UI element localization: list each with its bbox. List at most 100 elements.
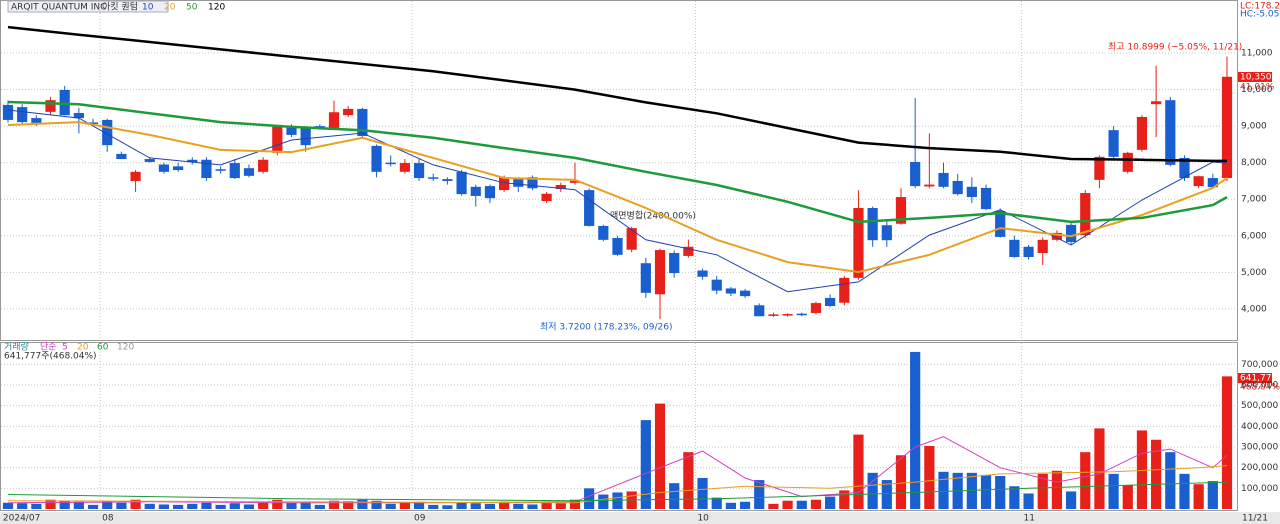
volume-bar	[215, 504, 226, 509]
candle-body	[810, 303, 822, 313]
volume-bar	[172, 504, 184, 509]
volume-bar	[328, 500, 340, 509]
event-annotation: 액면병합(2400.00%)	[610, 210, 696, 222]
ma-line	[7, 25, 1227, 163]
volume-bar	[413, 501, 425, 509]
candle-body	[258, 159, 269, 172]
volume-bar	[938, 471, 949, 509]
candle-body	[867, 208, 878, 241]
y-tick-label: 10,000	[1241, 85, 1273, 95]
volume-bar	[598, 494, 609, 509]
candle-body	[300, 126, 311, 146]
volume-bar	[1136, 430, 1148, 509]
candle-body	[399, 163, 410, 172]
volume-bar	[158, 504, 170, 509]
ma-line	[7, 109, 1228, 293]
volume-ma-title: 단순	[40, 342, 57, 353]
volume-bar	[1037, 473, 1048, 509]
y-tick-label: 9,000	[1241, 122, 1267, 132]
volume-bar	[796, 500, 807, 509]
volume-change: 468.04%	[1240, 383, 1280, 393]
candle-body	[328, 112, 340, 128]
volume-ma-line	[7, 481, 1228, 502]
volume-bar	[300, 501, 311, 509]
candle-body	[201, 159, 212, 179]
y-tick-label: 8,000	[1241, 158, 1267, 168]
candle-body	[413, 163, 425, 179]
volume-bar	[810, 499, 822, 509]
chart-subtitle: 아킷 퀀텀	[102, 1, 138, 13]
volume-bar	[470, 503, 481, 509]
volume-bar	[1165, 452, 1176, 509]
volume-bar	[499, 501, 510, 509]
candle-body	[626, 228, 637, 250]
candle-body	[116, 153, 127, 160]
legend-entry: 10	[142, 3, 154, 13]
candle-body	[1193, 176, 1204, 187]
volume-bar	[45, 499, 56, 509]
volume-legend-entry: 60	[97, 343, 109, 353]
candle-body	[102, 119, 113, 146]
candle-body	[669, 252, 680, 274]
candle-body	[499, 177, 510, 191]
volume-bar	[612, 492, 623, 509]
candle-body	[215, 169, 226, 171]
volume-bar	[1080, 452, 1091, 509]
candle-body	[286, 126, 297, 135]
candle-body	[1165, 100, 1176, 165]
volume-bar	[711, 497, 722, 509]
volume-bar	[442, 505, 453, 509]
volume-bar	[2, 502, 14, 509]
candle-body	[881, 225, 892, 241]
volume-bar	[867, 472, 878, 509]
candle-body	[910, 161, 921, 187]
volume-bar	[1009, 486, 1020, 509]
candle-body	[555, 184, 566, 190]
candle-body	[343, 108, 354, 116]
volume-legend-entry: 20	[77, 343, 89, 353]
volume-bar	[399, 502, 410, 509]
candle-body	[541, 193, 552, 202]
candle-body	[1207, 178, 1218, 188]
candle-body	[952, 180, 963, 195]
candle-body	[456, 171, 467, 195]
volume-bar	[1108, 473, 1119, 509]
candle-body	[428, 177, 439, 179]
volume-bar	[371, 500, 382, 509]
volume-box	[1238, 373, 1272, 383]
candle-body	[484, 186, 496, 199]
volume-bar	[272, 499, 283, 509]
x-tick-label: 10	[697, 514, 709, 524]
volume-bar	[484, 503, 496, 509]
volume-bar	[357, 499, 368, 509]
volume-bar	[555, 503, 566, 509]
hc-label: HC:-5.05	[1240, 10, 1279, 20]
volume-bar	[995, 475, 1006, 509]
x-tick-label: 09	[414, 514, 426, 524]
candle-body	[172, 166, 184, 170]
legend-entry: 120	[208, 3, 225, 13]
candle-body	[442, 179, 453, 181]
candle-body	[31, 118, 42, 123]
volume-bar	[640, 420, 651, 509]
volume-legend-entry: 120	[117, 343, 134, 353]
lc-label: LC:178.23	[1240, 2, 1280, 12]
volume-bar	[59, 500, 70, 509]
volume-bar	[839, 490, 850, 509]
low-annotation: 최저 3.7200 (178.23%, 09/26)	[540, 322, 673, 333]
candle-body	[754, 305, 765, 317]
volume-bar	[739, 501, 751, 509]
volume-ma-line	[7, 436, 1228, 504]
volume-bar	[1122, 485, 1133, 509]
candle-body	[187, 159, 198, 162]
candle-body	[1179, 157, 1190, 179]
candle-body	[144, 159, 155, 162]
candle-body	[158, 164, 170, 172]
candle-body	[1009, 239, 1020, 258]
candle-body	[697, 270, 708, 277]
volume-bar	[825, 496, 836, 509]
volume-box-label: 641,777	[1240, 374, 1277, 384]
chart-title: ARQIT QUANTUM INC	[11, 3, 106, 13]
